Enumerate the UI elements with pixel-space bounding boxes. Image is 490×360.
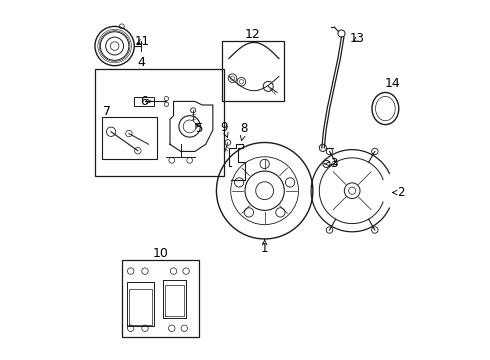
Text: 8: 8 <box>240 122 248 141</box>
Text: 10: 10 <box>152 247 168 260</box>
Text: 4: 4 <box>138 56 146 69</box>
Bar <box>122 260 198 337</box>
Bar <box>222 41 284 102</box>
Text: 7: 7 <box>103 104 111 118</box>
Bar <box>95 69 223 176</box>
Text: 5: 5 <box>195 122 202 135</box>
Text: 14: 14 <box>385 77 400 90</box>
Text: 6: 6 <box>141 95 151 108</box>
Bar <box>134 97 154 106</box>
Text: 3: 3 <box>324 157 337 170</box>
Bar <box>102 117 157 158</box>
Text: 1: 1 <box>261 239 269 255</box>
Text: 13: 13 <box>350 32 365 45</box>
Text: 11: 11 <box>135 35 149 48</box>
Text: 2: 2 <box>392 186 404 199</box>
Text: 12: 12 <box>245 28 261 41</box>
Text: 9: 9 <box>220 121 228 137</box>
